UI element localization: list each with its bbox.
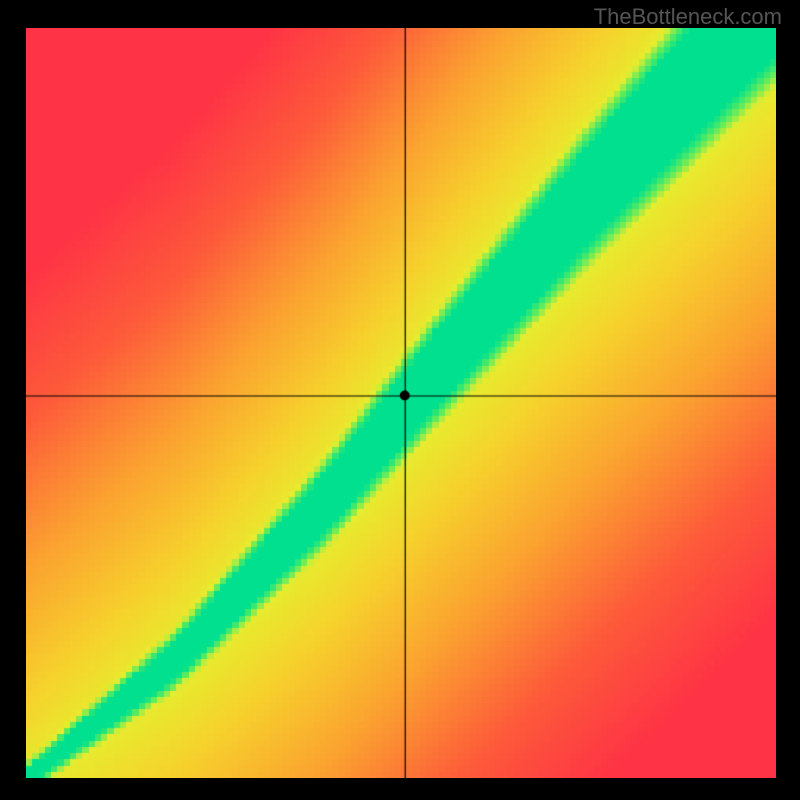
- chart-container: TheBottleneck.com: [0, 0, 800, 800]
- bottleneck-heatmap: [26, 28, 776, 778]
- watermark-label: TheBottleneck.com: [594, 4, 782, 30]
